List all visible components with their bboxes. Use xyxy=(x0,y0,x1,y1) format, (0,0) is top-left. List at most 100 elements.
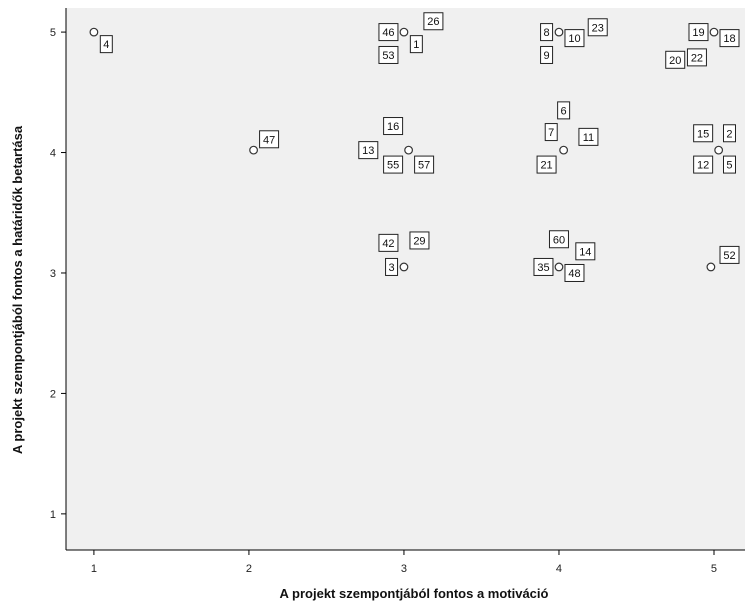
scatter-point xyxy=(404,145,414,155)
point-label-box xyxy=(564,263,585,282)
point-label-text: 18 xyxy=(723,33,735,45)
point-label: 18 xyxy=(719,29,740,48)
point-label-text: 12 xyxy=(697,160,709,172)
point-label-box xyxy=(686,48,707,67)
point-label-text: 46 xyxy=(382,27,394,39)
x-tick-label: 4 xyxy=(556,563,562,575)
point-label-text: 22 xyxy=(691,52,703,64)
point-label-box xyxy=(578,127,599,146)
y-axis-title: A projekt szempontjából fontos a határid… xyxy=(10,125,25,454)
point-label-text: 57 xyxy=(418,160,430,172)
point-label-text: 16 xyxy=(387,121,399,133)
point-label-text: 4 xyxy=(103,39,109,51)
point-label-text: 14 xyxy=(579,246,591,258)
scatter-point xyxy=(399,262,409,272)
point-label: 42 xyxy=(378,233,399,252)
point-label-text: 2 xyxy=(726,128,732,140)
point-label-text: 29 xyxy=(413,235,425,247)
point-label-box xyxy=(722,124,736,143)
point-label: 35 xyxy=(533,257,554,276)
point-label-text: 20 xyxy=(669,55,681,67)
point-label-text: 13 xyxy=(362,145,374,157)
point-label: 26 xyxy=(423,12,444,31)
x-axis-title: A projekt szempontjából fontos a motivác… xyxy=(280,586,549,601)
scatter-point xyxy=(89,27,99,37)
point-label-box xyxy=(533,257,554,276)
data-points xyxy=(89,27,724,272)
point-label-box xyxy=(719,29,740,48)
point-label: 23 xyxy=(587,18,608,37)
point-label-text: 5 xyxy=(726,160,732,172)
point-label-text: 9 xyxy=(544,50,550,62)
point-label-box xyxy=(378,23,399,42)
point-label-text: 23 xyxy=(592,22,604,34)
scatter-point xyxy=(709,27,719,37)
point-label-box xyxy=(99,35,113,54)
point-label: 6 xyxy=(557,101,571,120)
point-label-box xyxy=(378,233,399,252)
point-label-box xyxy=(385,257,399,276)
point-label: 12 xyxy=(693,155,714,174)
point-label: 13 xyxy=(358,141,379,160)
point-label-box xyxy=(719,245,740,264)
point-label: 3 xyxy=(385,257,399,276)
point-label-box xyxy=(544,123,558,142)
point-label-text: 52 xyxy=(723,250,735,262)
point-label: 14 xyxy=(575,242,596,261)
x-tick-label: 2 xyxy=(246,563,252,575)
point-label: 11 xyxy=(578,127,599,146)
point-label: 29 xyxy=(409,231,430,250)
y-axis: 1 2 3 4 5 xyxy=(50,8,67,550)
point-label-box xyxy=(722,155,736,174)
point-label-text: 6 xyxy=(561,105,567,117)
y-tick-label: 4 xyxy=(50,148,56,160)
point-label: 20 xyxy=(665,50,686,69)
point-label: 8 xyxy=(540,23,554,42)
scatter-point xyxy=(554,262,564,272)
point-label: 48 xyxy=(564,263,585,282)
point-label-text: 47 xyxy=(263,134,275,146)
x-tick-label: 3 xyxy=(401,563,407,575)
point-label-box xyxy=(693,124,714,143)
point-label: 4 xyxy=(99,35,113,54)
point-label: 19 xyxy=(688,23,709,42)
point-label-text: 55 xyxy=(387,160,399,172)
point-label-text: 53 xyxy=(382,50,394,62)
point-label-box xyxy=(383,155,404,174)
scatter-point xyxy=(554,27,564,37)
point-label-text: 35 xyxy=(537,262,549,274)
point-label-box xyxy=(564,29,585,48)
point-label: 5 xyxy=(722,155,736,174)
x-tick-label: 5 xyxy=(711,563,717,575)
point-label-box xyxy=(540,45,554,64)
x-tick-label: 1 xyxy=(91,563,97,575)
point-label: 47 xyxy=(259,130,280,149)
point-label-box xyxy=(358,141,379,160)
x-axis: 1 2 3 4 5 xyxy=(66,549,745,575)
point-label: 46 xyxy=(378,23,399,42)
point-label: 52 xyxy=(719,245,740,264)
point-label: 2 xyxy=(722,124,736,143)
point-label-box xyxy=(665,50,686,69)
point-label: 10 xyxy=(564,29,585,48)
point-label: 15 xyxy=(693,124,714,143)
point-label: 9 xyxy=(540,45,554,64)
point-label-box xyxy=(693,155,714,174)
point-label: 60 xyxy=(548,230,569,249)
scatter-point xyxy=(706,262,716,272)
point-label-box xyxy=(557,101,571,120)
point-label-text: 26 xyxy=(427,16,439,28)
point-label-box xyxy=(548,230,569,249)
plot-background xyxy=(66,8,745,550)
point-label: 21 xyxy=(536,155,557,174)
y-tick-label: 3 xyxy=(50,268,56,280)
point-label-box xyxy=(423,12,444,31)
y-tick-label: 1 xyxy=(50,509,56,521)
point-label-box xyxy=(575,242,596,261)
y-tick-label: 2 xyxy=(50,388,56,400)
point-label-box xyxy=(409,35,423,54)
point-label-box xyxy=(259,130,280,149)
point-label-box xyxy=(540,23,554,42)
point-label-text: 15 xyxy=(697,128,709,140)
